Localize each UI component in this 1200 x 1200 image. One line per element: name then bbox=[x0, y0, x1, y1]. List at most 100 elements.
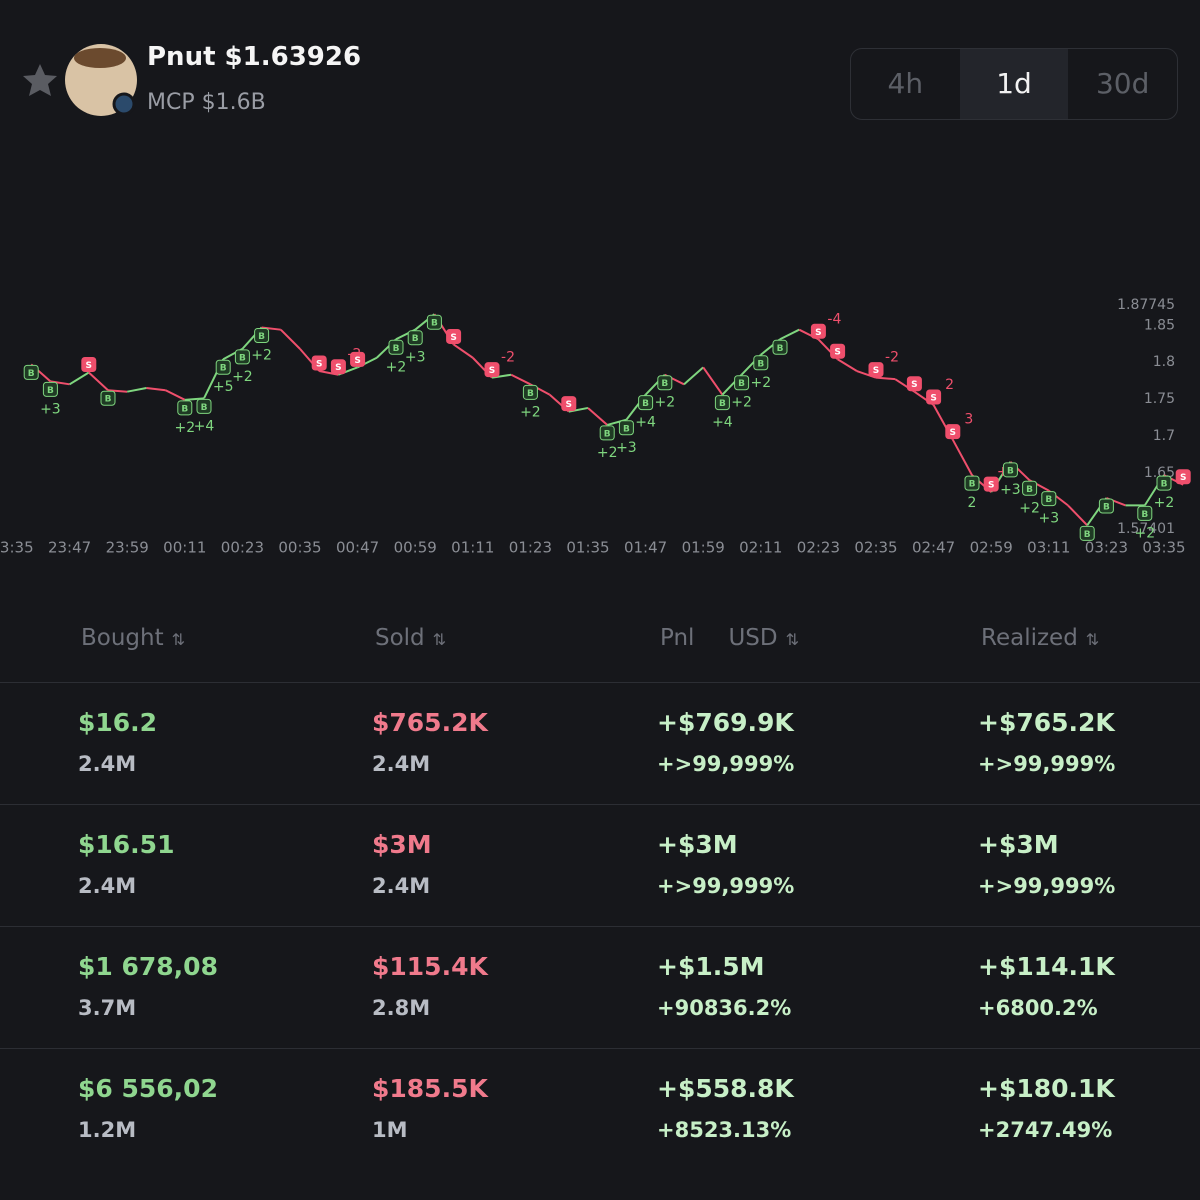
trade-side: B bbox=[623, 424, 630, 434]
cell-main: +$180.1K bbox=[978, 1074, 1115, 1103]
trade-marker bbox=[446, 328, 462, 344]
market-cap: MCP $1.6B bbox=[147, 90, 266, 115]
x-tick-label: 02:35 bbox=[854, 539, 897, 557]
trade-side: B bbox=[1161, 480, 1168, 490]
cell-main: +$1.5M bbox=[657, 952, 765, 981]
trade-side: B bbox=[1084, 530, 1091, 540]
price-segment bbox=[146, 387, 166, 392]
trade-marker bbox=[1041, 491, 1057, 507]
trade-side: S bbox=[930, 393, 936, 403]
y-tick-label: 1.7 bbox=[1153, 428, 1175, 444]
trade-count: +3 bbox=[1038, 511, 1059, 527]
sort-icon: ⇅ bbox=[432, 630, 447, 649]
trade-side: B bbox=[28, 369, 35, 379]
column-header[interactable]: Bought ⇅ bbox=[81, 625, 185, 651]
x-tick-label: 01:11 bbox=[451, 539, 494, 557]
trade-marker bbox=[561, 396, 577, 412]
cell-main: +$769.9K bbox=[657, 708, 794, 737]
price-segment bbox=[184, 397, 205, 401]
cell-sub: 2.4M bbox=[78, 752, 137, 776]
trade-count: +4 bbox=[712, 415, 733, 431]
x-tick-label: 02:23 bbox=[797, 539, 840, 557]
price-segment bbox=[510, 373, 531, 386]
trade-marker bbox=[23, 364, 39, 380]
x-tick-label: 02:47 bbox=[912, 539, 955, 557]
favorite-star[interactable] bbox=[23, 64, 57, 96]
cell-main: $1 678,08 bbox=[78, 952, 218, 981]
trade-count: +4 bbox=[635, 415, 656, 431]
price-segment bbox=[165, 389, 186, 401]
trade-marker bbox=[407, 330, 423, 346]
row-separator bbox=[0, 926, 1200, 927]
timeframe-tab[interactable]: 4h bbox=[887, 67, 924, 100]
trade-side: B bbox=[1103, 503, 1110, 513]
trade-marker bbox=[1175, 469, 1191, 485]
column-header[interactable]: Realized ⇅ bbox=[981, 625, 1099, 651]
trade-marker bbox=[599, 425, 615, 441]
price-segment bbox=[69, 371, 90, 386]
trade-side: B bbox=[393, 344, 400, 354]
y-tick-label: 1.87745 bbox=[1117, 297, 1175, 313]
x-tick-label: 01:59 bbox=[682, 539, 725, 557]
column-header[interactable]: Sold ⇅ bbox=[375, 625, 446, 651]
trade-side: B bbox=[239, 353, 246, 363]
trade-marker bbox=[753, 355, 769, 371]
trade-side: B bbox=[431, 319, 438, 329]
trade-marker bbox=[388, 339, 404, 355]
trade-count: 3 bbox=[964, 412, 973, 428]
cell-sub: 1.2M bbox=[78, 1118, 137, 1142]
trade-side: S bbox=[86, 361, 92, 371]
trade-count: +2 bbox=[251, 347, 272, 363]
header-icons bbox=[23, 44, 137, 116]
trade-side: S bbox=[316, 360, 322, 370]
trade-side: B bbox=[527, 389, 534, 399]
trade-marker bbox=[657, 375, 673, 391]
timeframe-tab[interactable]: 30d bbox=[1095, 67, 1150, 100]
price-chart: 1.574011.651.71.751.81.851.8774523:3523:… bbox=[0, 297, 1191, 557]
trade-side: S bbox=[815, 328, 821, 338]
price-segment bbox=[453, 343, 474, 359]
cell-main: $6 556,02 bbox=[78, 1074, 218, 1103]
price-segment bbox=[127, 387, 147, 393]
cell-sub: +>99,999% bbox=[657, 874, 795, 898]
cell-sub: +8523.13% bbox=[657, 1118, 792, 1142]
cell-main: $16.51 bbox=[78, 830, 175, 859]
y-tick-label: 1.57401 bbox=[1117, 521, 1175, 537]
x-tick-label: 02:59 bbox=[970, 539, 1013, 557]
x-tick-label: 00:11 bbox=[163, 539, 206, 557]
column-title: Pnl bbox=[660, 625, 695, 651]
trade-marker bbox=[42, 381, 58, 397]
trade-side: S bbox=[1180, 473, 1186, 483]
price-segment bbox=[50, 380, 70, 386]
column-title: Bought bbox=[81, 625, 164, 651]
trade-count: +2 bbox=[1134, 525, 1155, 541]
cell-sub: +2747.49% bbox=[978, 1118, 1113, 1142]
price-segment bbox=[587, 407, 608, 426]
cell-main: $16.2 bbox=[78, 708, 158, 737]
price-segment bbox=[107, 389, 128, 393]
trade-marker bbox=[350, 351, 366, 367]
trade-side: B bbox=[220, 364, 227, 374]
trade-marker bbox=[100, 390, 116, 406]
x-tick-label: 23:47 bbox=[48, 539, 91, 557]
x-tick-label: 02:11 bbox=[739, 539, 782, 557]
timeframe-tab[interactable]: 1d bbox=[959, 49, 1069, 119]
trade-marker bbox=[772, 339, 788, 355]
cell-sub: +>99,999% bbox=[978, 874, 1116, 898]
trade-count: +3 bbox=[405, 350, 426, 366]
cell-sub: 1M bbox=[372, 1118, 408, 1142]
price-segment bbox=[875, 376, 896, 381]
trade-side: B bbox=[105, 395, 112, 405]
trade-marker bbox=[81, 357, 97, 373]
trade-side: B bbox=[604, 429, 611, 439]
token-name: Pnut $1.63926 bbox=[147, 42, 362, 72]
x-tick-label: 00:47 bbox=[336, 539, 379, 557]
cell-sub: 3.7M bbox=[78, 996, 137, 1020]
price-segment bbox=[1067, 504, 1088, 527]
trade-count: +2 bbox=[731, 395, 752, 411]
x-tick-label: 23:35 bbox=[0, 539, 34, 557]
cell-main: $765.2K bbox=[372, 708, 488, 737]
trade-marker bbox=[196, 398, 212, 414]
column-header[interactable]: Pnl USD ⇅ bbox=[660, 625, 799, 651]
